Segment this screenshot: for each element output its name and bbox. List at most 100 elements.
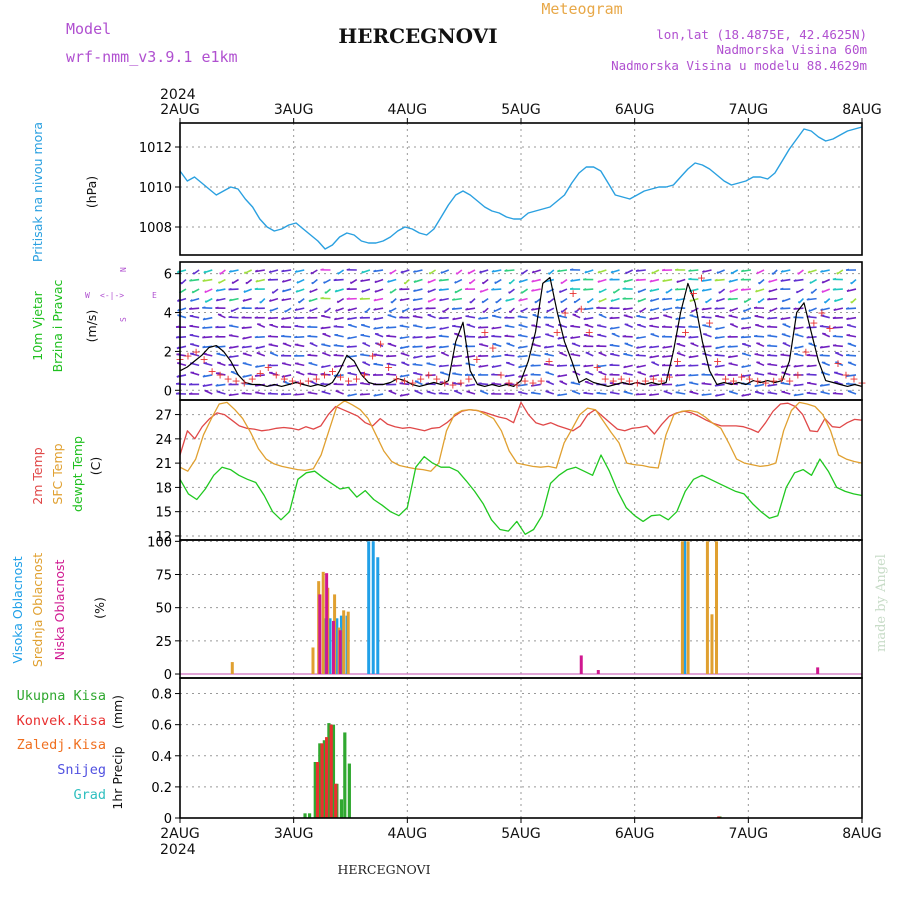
wind-arrow-head: [753, 306, 758, 309]
gust-marker: +: [665, 371, 674, 384]
x-tick-label-top: 4AUG: [388, 102, 428, 118]
gust-marker: +: [729, 375, 738, 388]
wind-arrow-head: [176, 374, 180, 378]
wind-arrow-head: [333, 278, 337, 281]
wind-arrow: [442, 307, 450, 313]
wind-arrow-head: [346, 297, 350, 300]
wind-arrow-head: [189, 278, 193, 282]
wind-arrow: [389, 269, 397, 275]
wind-arrow-head: [583, 307, 587, 311]
wind-arrow-head: [202, 317, 206, 321]
wind-arrow-head: [281, 269, 285, 273]
wind-arrow-head: [440, 271, 443, 274]
wind-arrow-head: [202, 335, 206, 339]
wind-arrow-head: [267, 363, 272, 367]
wind-arrow: [296, 278, 305, 284]
wind-arrow-head: [386, 334, 390, 337]
temp-label-2m: 2m Temp: [30, 447, 45, 504]
wind-arrow: [324, 307, 331, 313]
wind-arrow-head: [359, 297, 364, 300]
wind-arrow: [495, 298, 502, 304]
wind-arrow: [574, 307, 581, 314]
wind-arrow-head: [596, 306, 600, 309]
wind-arrow-head: [438, 278, 442, 282]
wind-arrow-head: [546, 290, 549, 293]
total-precip-bar: [318, 743, 322, 818]
wind-arrow: [244, 269, 253, 275]
wind-arrow-head: [268, 299, 272, 302]
wind-arrow-head: [493, 309, 496, 312]
wind-arrow-head: [636, 346, 640, 349]
wind-arrow: [390, 298, 397, 304]
wind-arrow-head: [688, 277, 692, 280]
wind-arrow-head: [388, 309, 391, 313]
wind-arrow-head: [596, 391, 601, 394]
wind-arrow-head: [596, 364, 600, 368]
wind-arrow-head: [281, 279, 285, 283]
wind-arrow-head: [215, 325, 219, 329]
wind-arrow-head: [558, 290, 562, 293]
wind-arrow: [324, 288, 332, 294]
total-precip-bar: [331, 724, 336, 818]
wind-arrow-head: [820, 269, 824, 273]
y-tick-label: 27: [155, 409, 172, 424]
x-tick-label-bottom: 2AUG: [160, 826, 200, 842]
precip-axis-label: 1hr Precip: [110, 746, 125, 809]
wind-arrow-head: [754, 384, 758, 387]
wind-arrow-head: [230, 309, 233, 312]
cloud-unit: (%): [92, 597, 107, 619]
gust-marker: +: [264, 361, 273, 374]
wind-arrow-head: [359, 316, 364, 319]
wind-arrow-head: [399, 316, 403, 319]
wind-arrow-head: [295, 289, 299, 293]
wind-arrow-head: [767, 316, 771, 320]
gust-marker: +: [609, 375, 618, 388]
wind-arrow-head: [819, 325, 824, 327]
wind-arrow-head: [241, 326, 245, 329]
wind-arrow-head: [622, 287, 627, 290]
gust-marker: +: [256, 367, 265, 380]
wind-arrow-head: [597, 280, 601, 283]
wind-arrow-head: [596, 344, 600, 347]
wind-arrow-head: [491, 373, 495, 376]
wind-unit: (m/s): [84, 310, 99, 343]
wind-arrow-head: [399, 287, 403, 291]
wind-arrow-head: [728, 279, 732, 283]
wind-arrow-head: [281, 374, 285, 378]
wind-arrow-head: [267, 392, 272, 395]
wind-arrow: [521, 269, 529, 275]
wind-arrow-head: [504, 269, 508, 272]
tick-labels: 1008101010120246121518212427025507510000…: [139, 102, 882, 842]
wind-arrow-head: [191, 290, 194, 294]
grid-lines: [180, 123, 862, 819]
wind-arrow-head: [846, 317, 850, 320]
wind-arrow-head: [743, 300, 746, 303]
wind-arrow-head: [202, 326, 206, 329]
wind-arrow-head: [438, 334, 443, 337]
wind-arrow-head: [821, 290, 824, 293]
wind-arrow-head: [583, 317, 587, 320]
wind-arrow-head: [767, 325, 771, 328]
wind-arrow-head: [401, 309, 404, 313]
wind-arrow-head: [753, 334, 758, 337]
wind-arrow: [757, 297, 765, 304]
wind-arrow-head: [255, 365, 259, 368]
wind-arrow-head: [845, 382, 850, 385]
wind-arrow-head: [832, 288, 837, 291]
wind-arrow-head: [494, 281, 497, 284]
wind-arrow-head: [438, 391, 443, 394]
wind-arrow-head: [569, 268, 574, 271]
wind-arrow: [389, 288, 397, 294]
wind-arrow: [651, 269, 660, 275]
wind-arrow-head: [780, 365, 784, 368]
wind-arrow-head: [675, 306, 679, 309]
y-tick-label: 4: [164, 307, 172, 322]
wind-arrow-head: [254, 306, 259, 310]
cloud-mid-bar: [342, 610, 346, 675]
wind-arrow-head: [793, 346, 797, 349]
wind-arrow: [547, 297, 555, 304]
wind-arrow-head: [309, 309, 312, 312]
wind-arrow-head: [335, 309, 338, 312]
wind-arrow-head: [310, 271, 313, 275]
wind-arrow: [772, 269, 778, 276]
